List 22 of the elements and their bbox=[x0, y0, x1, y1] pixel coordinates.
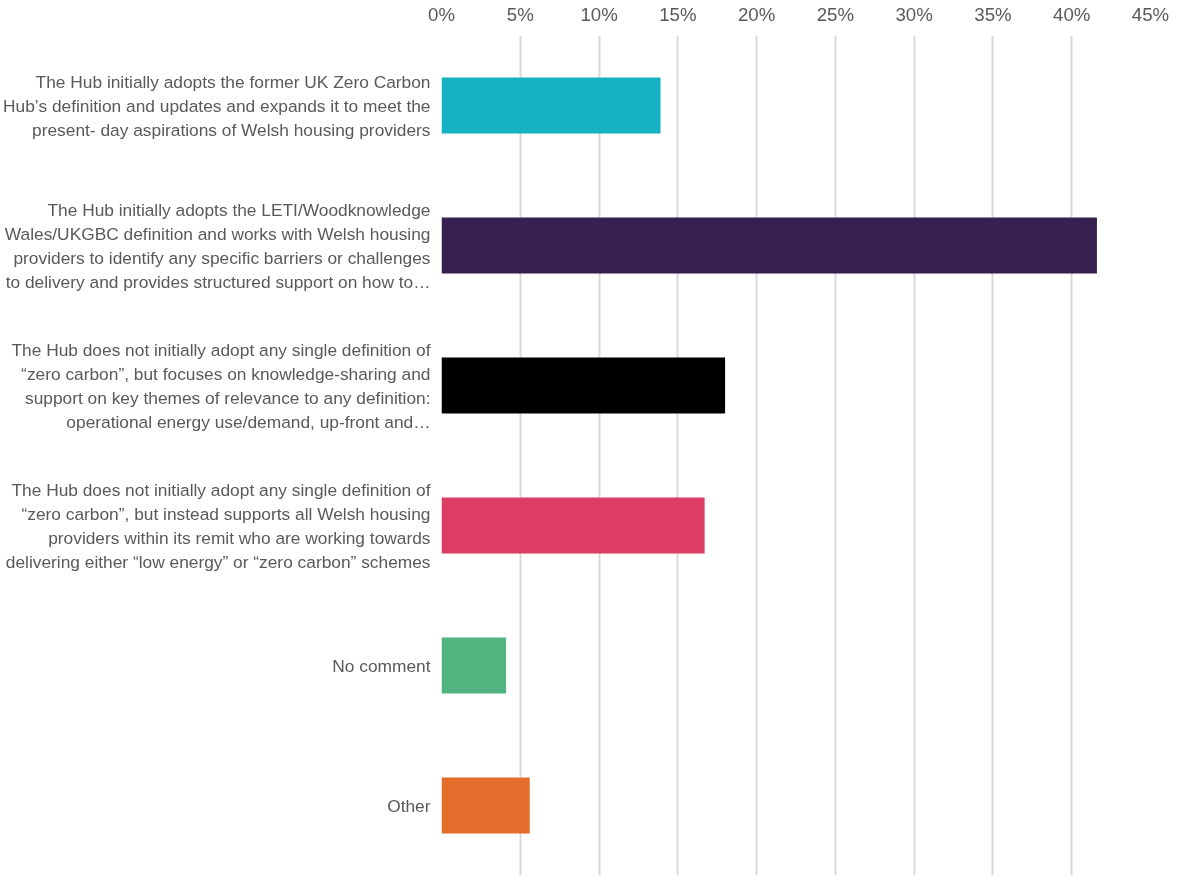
y-tick-label: Other bbox=[387, 795, 431, 816]
x-tick-label: 25% bbox=[816, 3, 855, 25]
bar bbox=[441, 497, 705, 554]
x-tick-label: 5% bbox=[506, 3, 534, 25]
x-tick-label: 45% bbox=[1131, 3, 1170, 25]
x-tick-label: 35% bbox=[974, 3, 1012, 25]
y-tick-label: No comment bbox=[332, 655, 431, 676]
y-tick-label: The Hub does not initially adopt any single definition of “zero carbon”, but focuses on knowledge-sharing and support on key themes of relevance to any definition: operational energy use/demand, up-front and… bbox=[11, 339, 431, 432]
x-tick-label: 10% bbox=[580, 3, 618, 25]
x-tick-label: 0% bbox=[428, 3, 455, 25]
y-tick-label: The Hub does not initially adopt any single definition of “zero carbon”, but instead supports all Welsh housing providers within its remit who are working towards delivering either “low energy” or “zero carbon” schemes bbox=[5, 479, 431, 572]
bar bbox=[441, 77, 661, 134]
bar bbox=[441, 637, 507, 694]
x-tick-label: 30% bbox=[895, 3, 933, 25]
x-tick-label: 15% bbox=[659, 3, 697, 25]
bar bbox=[441, 357, 726, 414]
y-tick-label: The Hub initially adopts the LETI/Woodknowledge Wales/UKGBC definition and works with Welsh housing providers to identify any specific barriers or challenges to delivery and provides structured support on how to… bbox=[4, 199, 431, 292]
x-tick-label: 40% bbox=[1053, 3, 1091, 25]
bar bbox=[441, 217, 1097, 274]
x-tick-label: 20% bbox=[737, 3, 776, 25]
bar bbox=[441, 777, 530, 834]
y-tick-label: The Hub initially adopts the former UK Zero Carbon Hub’s definition and updates and expands it to meet the present- day aspirations of Welsh housing providers bbox=[3, 71, 431, 140]
